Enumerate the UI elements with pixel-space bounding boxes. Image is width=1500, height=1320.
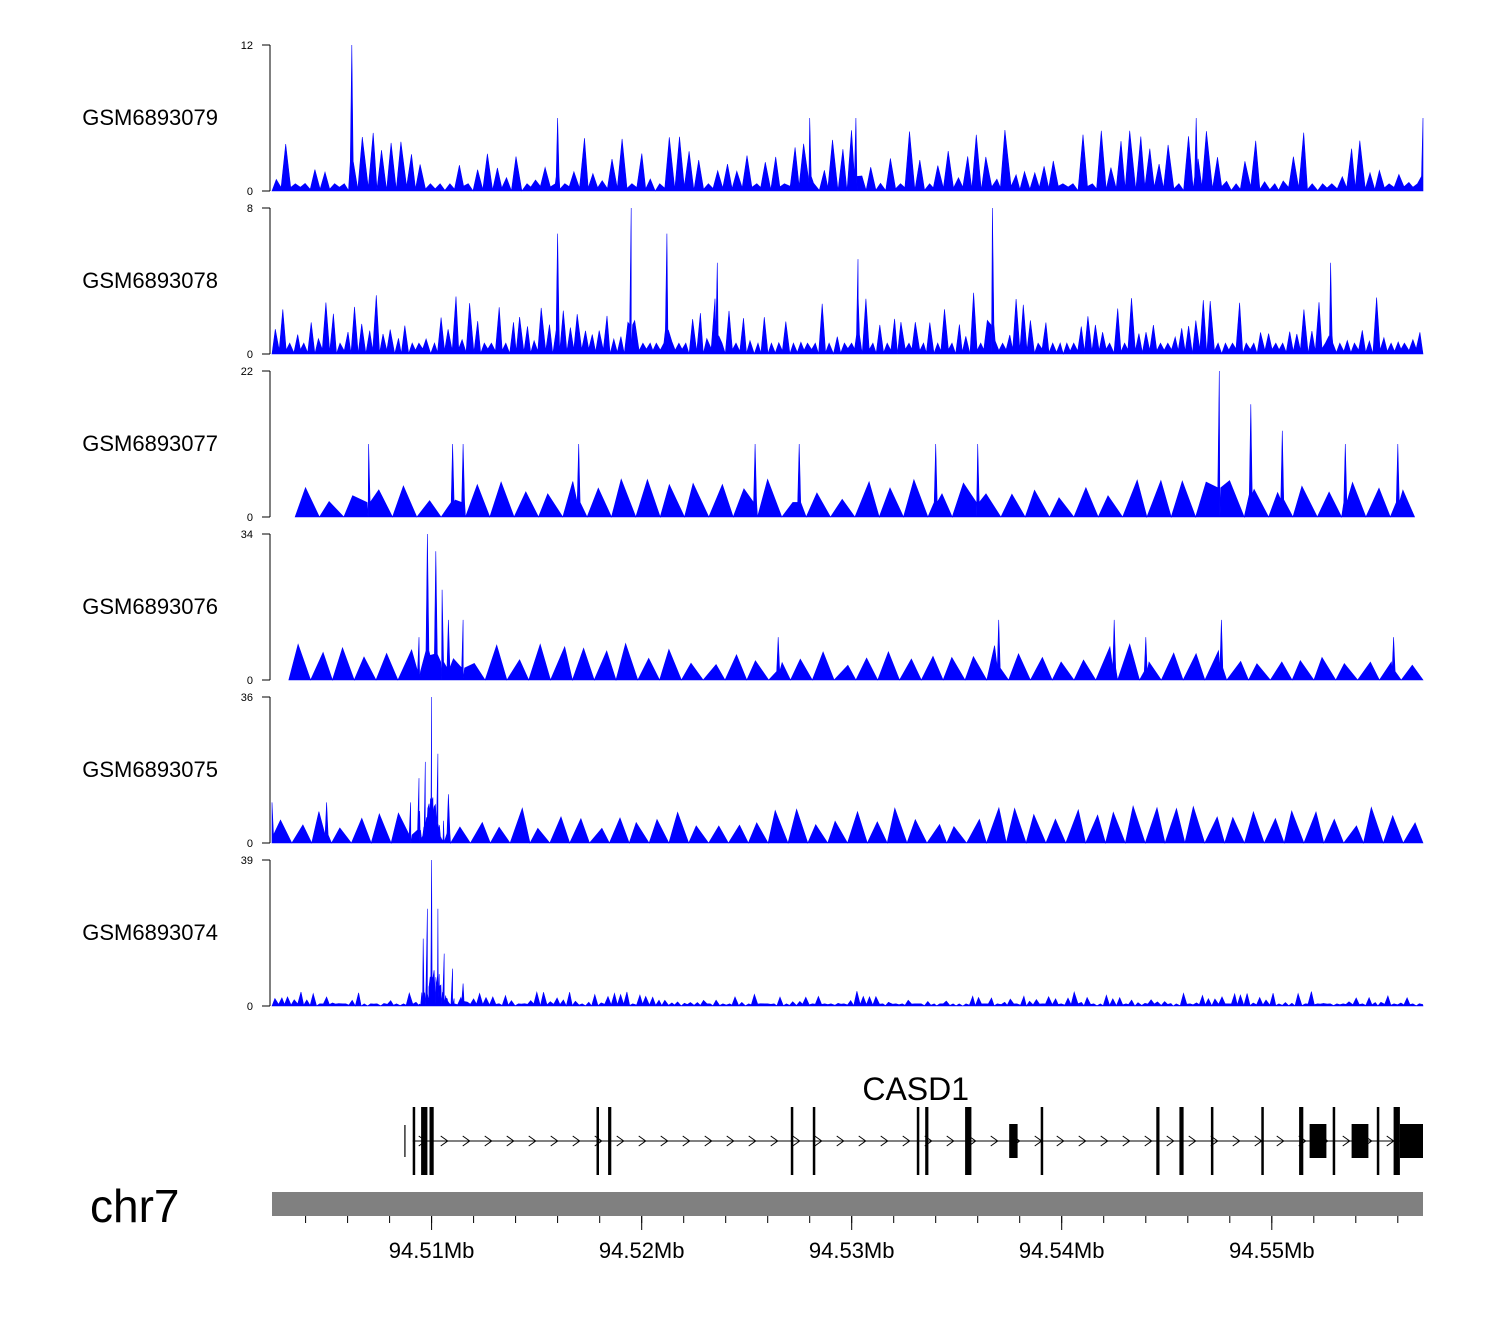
gene-exon <box>429 1107 434 1175</box>
gene-exon <box>812 1107 816 1175</box>
track-label: GSM6893075 <box>82 757 218 782</box>
strand-chevron <box>660 1135 669 1147</box>
x-axis-tick-label: 94.54Mb <box>1019 1238 1105 1263</box>
gene-label: CASD1 <box>862 1071 969 1107</box>
strand-chevron <box>1078 1135 1087 1147</box>
strand-chevron <box>1276 1135 1285 1147</box>
y-min-label: 0 <box>247 349 253 361</box>
gene-exon <box>421 1107 428 1175</box>
gene-exon <box>1210 1107 1214 1175</box>
gene-exon <box>925 1107 929 1175</box>
track-GSM6893079: GSM6893079 12 0 <box>82 40 1424 198</box>
strand-chevron <box>506 1135 515 1147</box>
y-max-label: 34 <box>241 529 253 541</box>
y-min-label: 0 <box>247 512 253 524</box>
gene-exon <box>1332 1107 1336 1175</box>
strand-chevron <box>748 1135 757 1147</box>
gene-exon <box>1309 1124 1327 1158</box>
strand-chevron <box>1166 1135 1175 1147</box>
strand-chevron <box>946 1135 955 1147</box>
strand-chevron <box>792 1135 801 1147</box>
strand-chevron <box>1188 1135 1197 1147</box>
signal-area <box>271 207 1424 355</box>
gene-exon <box>1299 1107 1304 1175</box>
x-axis-tick-label: 94.51Mb <box>389 1238 475 1263</box>
strand-chevron <box>704 1135 713 1147</box>
track-GSM6893076: GSM6893076 34 0 <box>82 529 1424 687</box>
track-label: GSM6893077 <box>82 431 218 456</box>
gene-exon <box>965 1107 972 1175</box>
strand-chevron <box>528 1135 537 1147</box>
y-max-label: 22 <box>241 366 253 378</box>
strand-chevron <box>770 1135 779 1147</box>
x-axis-tick-label: 94.55Mb <box>1229 1238 1315 1263</box>
track-label: GSM6893078 <box>82 268 218 293</box>
x-axis-tick-label: 94.52Mb <box>599 1238 685 1263</box>
strand-chevron <box>902 1135 911 1147</box>
y-max-label: 12 <box>241 40 253 52</box>
gene-exon <box>1376 1107 1380 1175</box>
strand-chevron <box>1100 1135 1109 1147</box>
strand-chevron <box>880 1135 889 1147</box>
y-max-label: 36 <box>241 692 253 704</box>
gene-exon <box>608 1107 612 1175</box>
strand-chevron <box>1056 1135 1065 1147</box>
signal-area <box>271 696 1424 845</box>
y-max-label: 39 <box>241 855 253 867</box>
gene-exon <box>790 1107 794 1175</box>
strand-chevron <box>814 1135 823 1147</box>
strand-chevron <box>836 1135 845 1147</box>
gene-exon <box>1351 1124 1369 1158</box>
y-min-label: 0 <box>247 1001 253 1013</box>
signal-tracks: GSM6893079120GSM689307880GSM6893077220GS… <box>82 40 1424 1013</box>
strand-chevron <box>1144 1135 1153 1147</box>
y-min-label: 0 <box>247 838 253 850</box>
gene-exon <box>1009 1124 1018 1158</box>
gene-exon <box>1399 1124 1423 1158</box>
y-max-label: 8 <box>247 203 253 215</box>
gene-exon <box>412 1107 416 1175</box>
track-label: GSM6893076 <box>82 594 218 619</box>
genome-axis: chr7 94.51Mb 94.52Mb 94.53Mb 94.54Mb 94.55Mb <box>90 1180 1423 1263</box>
signal-area <box>271 44 1424 192</box>
signal-area <box>271 859 1424 1007</box>
strand-chevron <box>1122 1135 1131 1147</box>
chromosome-label: chr7 <box>90 1180 179 1232</box>
gene-exon <box>1393 1107 1400 1175</box>
gene-exon <box>1156 1107 1160 1175</box>
y-min-label: 0 <box>247 186 253 198</box>
gene-exon <box>1261 1107 1264 1175</box>
gene-exon <box>1040 1107 1044 1175</box>
track-label: GSM6893074 <box>82 920 218 945</box>
strand-chevron <box>726 1135 735 1147</box>
strand-chevron <box>682 1135 691 1147</box>
strand-chevron <box>462 1135 471 1147</box>
y-min-label: 0 <box>247 675 253 687</box>
chromosome-bar <box>272 1192 1423 1216</box>
signal-area <box>288 533 1424 682</box>
gene-track: CASD1 <box>404 1071 1423 1175</box>
strand-chevron <box>616 1135 625 1147</box>
strand-chevron <box>858 1135 867 1147</box>
strand-chevron <box>440 1135 449 1147</box>
track-GSM6893074: GSM6893074 39 0 <box>82 855 1424 1013</box>
gene-exon <box>596 1107 599 1175</box>
strand-chevron <box>638 1135 647 1147</box>
strand-chevron <box>572 1135 581 1147</box>
strand-chevron <box>1342 1135 1351 1147</box>
strand-chevron <box>484 1135 493 1147</box>
gene-exon <box>1179 1107 1184 1175</box>
track-label: GSM6893079 <box>82 105 218 130</box>
track-GSM6893077: GSM6893077 22 0 <box>82 366 1416 524</box>
track-GSM6893075: GSM6893075 36 0 <box>82 692 1424 850</box>
track-GSM6893078: GSM6893078 8 0 <box>82 203 1424 361</box>
strand-chevron <box>1232 1135 1241 1147</box>
strand-chevron <box>550 1135 559 1147</box>
gene-exon <box>916 1107 920 1175</box>
strand-chevron <box>990 1135 999 1147</box>
x-axis-tick-label: 94.53Mb <box>809 1238 895 1263</box>
signal-area <box>294 370 1416 519</box>
